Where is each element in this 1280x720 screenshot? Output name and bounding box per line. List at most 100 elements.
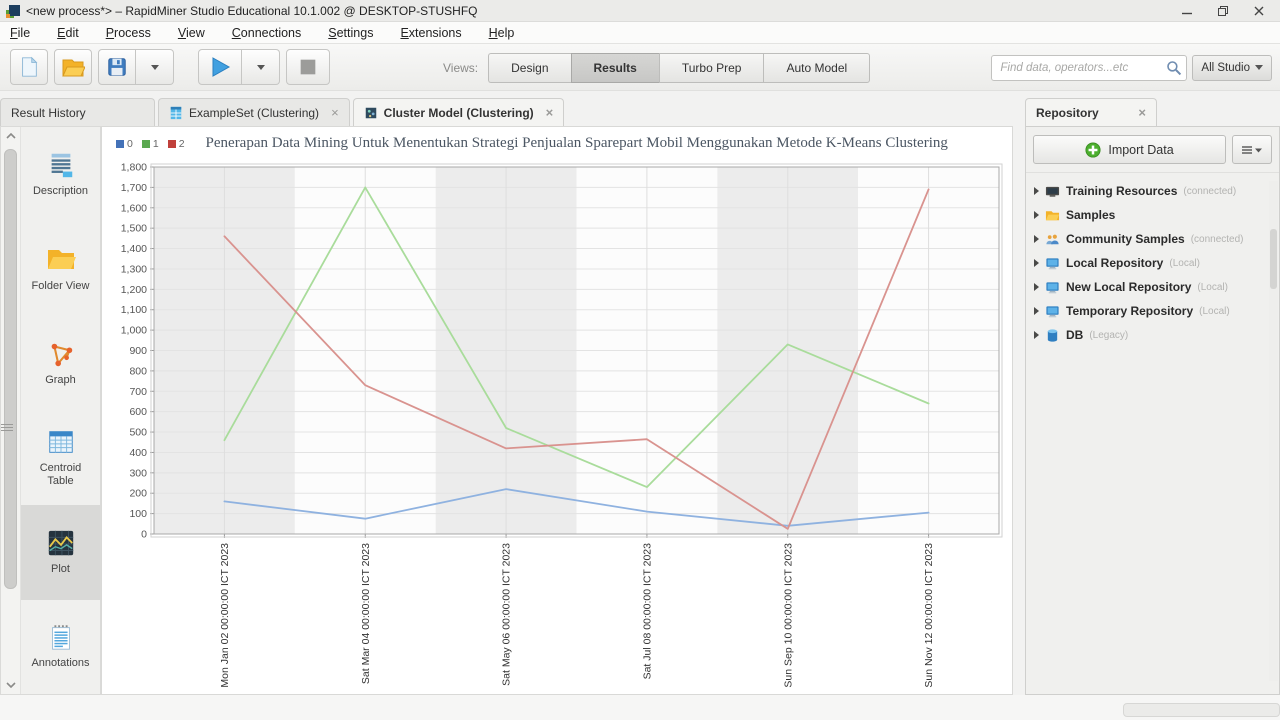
- close-window-button[interactable]: [1244, 1, 1274, 21]
- search-scope-dropdown[interactable]: All Studio: [1192, 54, 1272, 81]
- expand-arrow-icon[interactable]: [1034, 187, 1039, 195]
- result-tabs: Result History ExampleSet (Clustering) × Cl…: [0, 98, 565, 126]
- svg-text:1,100: 1,100: [121, 304, 147, 316]
- chevron-down-icon: [256, 64, 265, 70]
- tab-exampleset-clustering[interactable]: ExampleSet (Clustering) ×: [158, 98, 350, 126]
- legend-item-cluster-2: 2: [167, 137, 185, 150]
- cluster-model-icon: [364, 106, 378, 120]
- repo-item-label: Samples: [1066, 208, 1116, 222]
- svg-text:Sun Nov 12 00:00:00 ICT 2023: Sun Nov 12 00:00:00 ICT 2023: [923, 543, 935, 688]
- repo-item-suffix: (Local): [1169, 257, 1200, 269]
- menu-extensions[interactable]: Extensions: [400, 25, 462, 40]
- view-button-results[interactable]: Results: [570, 52, 659, 83]
- menu-edit[interactable]: Edit: [57, 25, 79, 40]
- repo-item-training-resources[interactable]: Training Resources (connected): [1026, 179, 1279, 203]
- close-icon[interactable]: ×: [331, 105, 339, 120]
- menu-view[interactable]: View: [177, 25, 205, 40]
- svg-text:0: 0: [141, 529, 147, 541]
- sidebar-scrollbar[interactable]: [1, 127, 21, 694]
- view-button-design[interactable]: Design: [488, 52, 571, 83]
- repository-scrollbar[interactable]: [1269, 181, 1278, 681]
- svg-text:Mon Jan 02 00:00:00 ICT 2023: Mon Jan 02 00:00:00 ICT 2023: [219, 543, 231, 688]
- search-icon[interactable]: [1166, 60, 1182, 76]
- close-icon[interactable]: ×: [545, 105, 554, 120]
- horizontal-scroll-thumb[interactable]: [1123, 703, 1280, 717]
- legend-label: 1: [152, 137, 159, 150]
- tab-result-history[interactable]: Result History: [0, 98, 155, 126]
- repository-scroll-thumb[interactable]: [1270, 229, 1277, 289]
- repository-menu-button[interactable]: [1232, 135, 1272, 164]
- new-process-button[interactable]: [10, 49, 48, 85]
- open-process-button[interactable]: [54, 49, 92, 85]
- repo-item-label: Local Repository: [1066, 256, 1164, 270]
- minimize-button[interactable]: [1172, 1, 1202, 21]
- run-dropdown-button[interactable]: [242, 49, 280, 85]
- expand-arrow-icon[interactable]: [1034, 259, 1039, 267]
- exampleset-icon: [169, 106, 183, 120]
- expand-arrow-icon[interactable]: [1034, 307, 1039, 315]
- scroll-down-icon[interactable]: [1, 678, 21, 692]
- tab-repository[interactable]: Repository ×: [1025, 98, 1157, 126]
- save-dropdown-button[interactable]: [136, 49, 174, 85]
- sidebar-item-graph[interactable]: Graph: [21, 316, 100, 411]
- sidebar-item-plot[interactable]: Plot: [21, 505, 100, 600]
- expand-arrow-icon[interactable]: [1034, 283, 1039, 291]
- menu-help[interactable]: Help: [488, 25, 515, 40]
- run-process-button[interactable]: [198, 49, 242, 85]
- menu-settings[interactable]: Settings: [328, 25, 374, 40]
- sidebar-item-description[interactable]: Description: [21, 127, 100, 222]
- expand-arrow-icon[interactable]: [1034, 331, 1039, 339]
- repo-item-db[interactable]: DB (Legacy): [1026, 323, 1279, 347]
- restore-button[interactable]: [1208, 1, 1238, 21]
- open-folder-icon: [61, 55, 85, 79]
- svg-text:100: 100: [129, 508, 147, 520]
- repo-item-community-samples[interactable]: Community Samples (connected): [1026, 227, 1279, 251]
- repo-item-label: Community Samples: [1066, 232, 1185, 246]
- repo-item-samples[interactable]: Samples: [1026, 203, 1279, 227]
- import-data-button[interactable]: Import Data: [1033, 135, 1226, 164]
- samples-folder-icon: [1045, 208, 1060, 223]
- result-view-sidebar: Description Folder View Graph Centroid Tabl…: [0, 126, 101, 695]
- menu-process[interactable]: Process: [105, 25, 151, 40]
- repo-item-new-local-repository[interactable]: New Local Repository (Local): [1026, 275, 1279, 299]
- svg-text:Sat May 06 00:00:00 ICT 2023: Sat May 06 00:00:00 ICT 2023: [501, 543, 513, 686]
- menu-connections[interactable]: Connections: [231, 25, 302, 40]
- view-button-turbo-prep[interactable]: Turbo Prep: [658, 52, 764, 83]
- repo-item-temporary-repository[interactable]: Temporary Repository (Local): [1026, 299, 1279, 323]
- sidebar-scroll-thumb[interactable]: [4, 149, 17, 589]
- expand-arrow-icon[interactable]: [1034, 235, 1039, 243]
- repo-item-local-repository[interactable]: Local Repository (Local): [1026, 251, 1279, 275]
- repo-item-suffix: (Legacy): [1089, 329, 1129, 341]
- training-resources-icon: [1045, 184, 1060, 199]
- sidebar-item-folder-view[interactable]: Folder View: [21, 222, 100, 317]
- svg-text:1,000: 1,000: [121, 325, 147, 337]
- views-label: Views:: [443, 60, 479, 75]
- legend-item-cluster-1: 1: [141, 137, 159, 150]
- local-repository-icon: [1045, 280, 1060, 295]
- search-input[interactable]: [991, 54, 1188, 81]
- expand-arrow-icon[interactable]: [1034, 211, 1039, 219]
- tab-cluster-model-clustering[interactable]: Cluster Model (Clustering) ×: [352, 98, 565, 126]
- legend-label: 2: [178, 137, 185, 150]
- sidebar-item-annotations[interactable]: Annotations: [21, 600, 100, 695]
- view-button-auto-model[interactable]: Auto Model: [763, 52, 871, 83]
- sidebar-item-centroid-table[interactable]: Centroid Table: [21, 411, 100, 506]
- svg-text:600: 600: [129, 406, 147, 418]
- stop-process-button[interactable]: [286, 49, 330, 85]
- svg-text:200: 200: [129, 488, 147, 500]
- svg-text:500: 500: [129, 427, 147, 439]
- sidebar-item-label: Description: [32, 184, 89, 197]
- scroll-up-icon[interactable]: [1, 129, 21, 143]
- svg-text:400: 400: [129, 447, 147, 459]
- tab-label: Cluster Model (Clustering): [383, 105, 534, 120]
- svg-text:1,200: 1,200: [121, 284, 147, 296]
- bottom-bar: [0, 695, 1280, 720]
- chevron-down-icon: [150, 64, 159, 70]
- save-process-button[interactable]: [98, 49, 136, 85]
- title-bar: <new process*> – RapidMiner Studio Educa…: [0, 0, 1280, 22]
- menu-bar: File Edit Process View Connections Settings Ex…: [0, 22, 1280, 44]
- close-icon[interactable]: ×: [1138, 105, 1146, 120]
- run-icon: [208, 55, 232, 79]
- menu-file[interactable]: File: [10, 25, 31, 40]
- panel-splitter-grip[interactable]: [1, 419, 13, 435]
